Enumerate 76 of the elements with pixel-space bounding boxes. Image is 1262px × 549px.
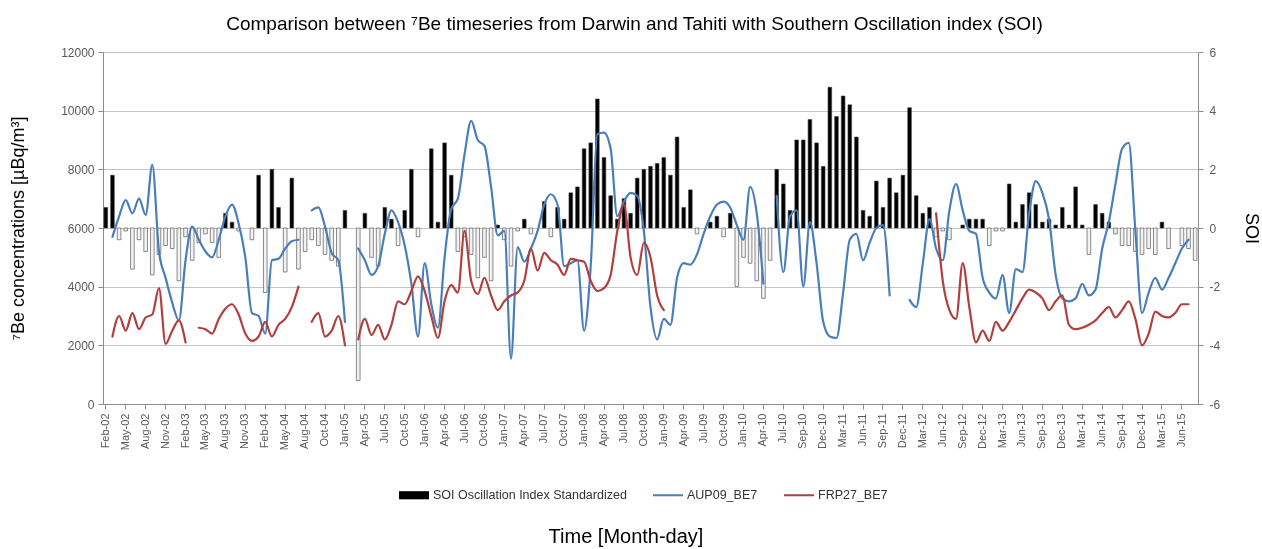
x-tick-label: Feb-04: [258, 413, 271, 449]
y2-tick-label: -4: [1209, 338, 1221, 353]
x-tick-label: Oct-04: [318, 413, 331, 447]
y-tick-label: 12000: [61, 45, 95, 60]
x-tick-label: Dec-12: [975, 413, 988, 449]
x-tick-label: Mar-15: [1154, 413, 1167, 449]
y-tick-label: 10000: [61, 104, 95, 119]
x-tick-label: Mar-14: [1075, 413, 1088, 449]
x-tick-label: Jul-09: [696, 413, 709, 444]
y2-tick-label: 6: [1209, 45, 1217, 60]
x-tick-label: Sep-14: [1115, 413, 1128, 449]
x-tick-label: Mar-12: [915, 413, 928, 449]
x-tick-label: Feb-03: [178, 413, 191, 449]
x-tick-label: Oct-06: [477, 413, 490, 447]
x-tick-label: Dec-10: [816, 413, 829, 449]
x-tick-label: Mar-13: [995, 413, 1008, 449]
x-tick-label: May-02: [118, 413, 131, 451]
x-tick-label: Apr-08: [597, 413, 609, 447]
x-tick-label: Apr-07: [517, 413, 530, 447]
x-tick-label: Jul-10: [776, 413, 789, 444]
x-tick-label: Jun-13: [1015, 413, 1028, 448]
x-tick-label: Jul-08: [616, 413, 629, 444]
x-tick-label: Oct-07: [557, 413, 570, 447]
x-tick-label: Jan-05: [337, 413, 350, 448]
x-tick-label: Jan-09: [656, 413, 669, 448]
legend-label: AUP09_BE7: [687, 488, 758, 503]
y-axis-title: ⁷Be concentrations [µBq/m³]: [7, 116, 28, 341]
x-tick-label: Sep-11: [875, 413, 888, 449]
y-tick-label: 0: [87, 397, 95, 412]
y2-tick-label: -2: [1209, 280, 1221, 295]
y-tick-label: 6000: [67, 221, 95, 236]
x-tick-label: Aug-04: [298, 413, 311, 449]
legend-label: FRP27_BE7: [818, 488, 888, 503]
y2-tick-label: 0: [1209, 221, 1217, 236]
x-tick-label: Aug-02: [138, 413, 151, 449]
x-tick-label: Mar-11: [836, 413, 849, 448]
x-tick-label: Apr-05: [357, 413, 370, 447]
x-tick-label: Jul-07: [537, 413, 550, 444]
x-tick-label: Feb-02: [98, 413, 111, 449]
x-tick-label: Jan-07: [497, 413, 510, 448]
legend-label: SOI Oscillation Index Standardized: [433, 488, 627, 503]
x-tick-label: Jul-06: [457, 413, 470, 444]
x-tick-label: Jun-15: [1174, 413, 1187, 448]
x-tick-label: May-03: [198, 413, 211, 451]
y2-tick-label: -6: [1209, 397, 1221, 412]
y-tick-label: 4000: [67, 280, 95, 295]
x-tick-label: Dec-14: [1135, 413, 1148, 449]
y2-tick-label: 4: [1209, 104, 1217, 119]
x-tick-label: Apr-10: [756, 413, 769, 447]
x-tick-label: Dec-13: [1055, 413, 1068, 449]
x-tick-label: Sep-12: [955, 413, 968, 449]
x-tick-label: Jan-06: [417, 413, 430, 448]
x-tick-label: Nov-02: [158, 413, 171, 449]
x-tick-label: Jan-10: [736, 413, 749, 448]
x-tick-label: Sep-10: [796, 413, 809, 449]
x-tick-label: Jul-05: [377, 413, 390, 444]
x-tick-label: Aug-03: [218, 413, 231, 449]
y-tick-label: 8000: [67, 162, 95, 177]
x-tick-label: May-04: [278, 413, 291, 451]
y2-tick-label: 2: [1209, 162, 1217, 177]
x-tick-label: Jun-14: [1095, 413, 1108, 448]
x-tick-label: Jun-12: [935, 413, 948, 448]
y2-axis-title: SOI: [1241, 212, 1262, 245]
chart-title: Comparison between ⁷Be timeseries from Darwin and Tahiti with Southern Oscillation index (SOI): [226, 13, 1043, 34]
x-tick-label: Oct-09: [716, 413, 729, 447]
x-tick-label: Apr-09: [676, 413, 689, 447]
x-tick-label: Sep-13: [1035, 413, 1048, 449]
x-axis-title: Time [Month-day]: [548, 524, 704, 547]
x-tick-label: Oct-05: [397, 413, 410, 447]
x-tick-label: Jun-11: [856, 413, 869, 447]
x-tick-label: Apr-06: [437, 413, 450, 447]
x-tick-label: Jan-08: [577, 413, 590, 448]
x-tick-label: Dec-11: [895, 413, 908, 449]
x-tick-label: Nov-03: [238, 413, 251, 449]
x-tick-label: Oct-08: [636, 413, 649, 447]
y-tick-label: 2000: [67, 338, 95, 353]
